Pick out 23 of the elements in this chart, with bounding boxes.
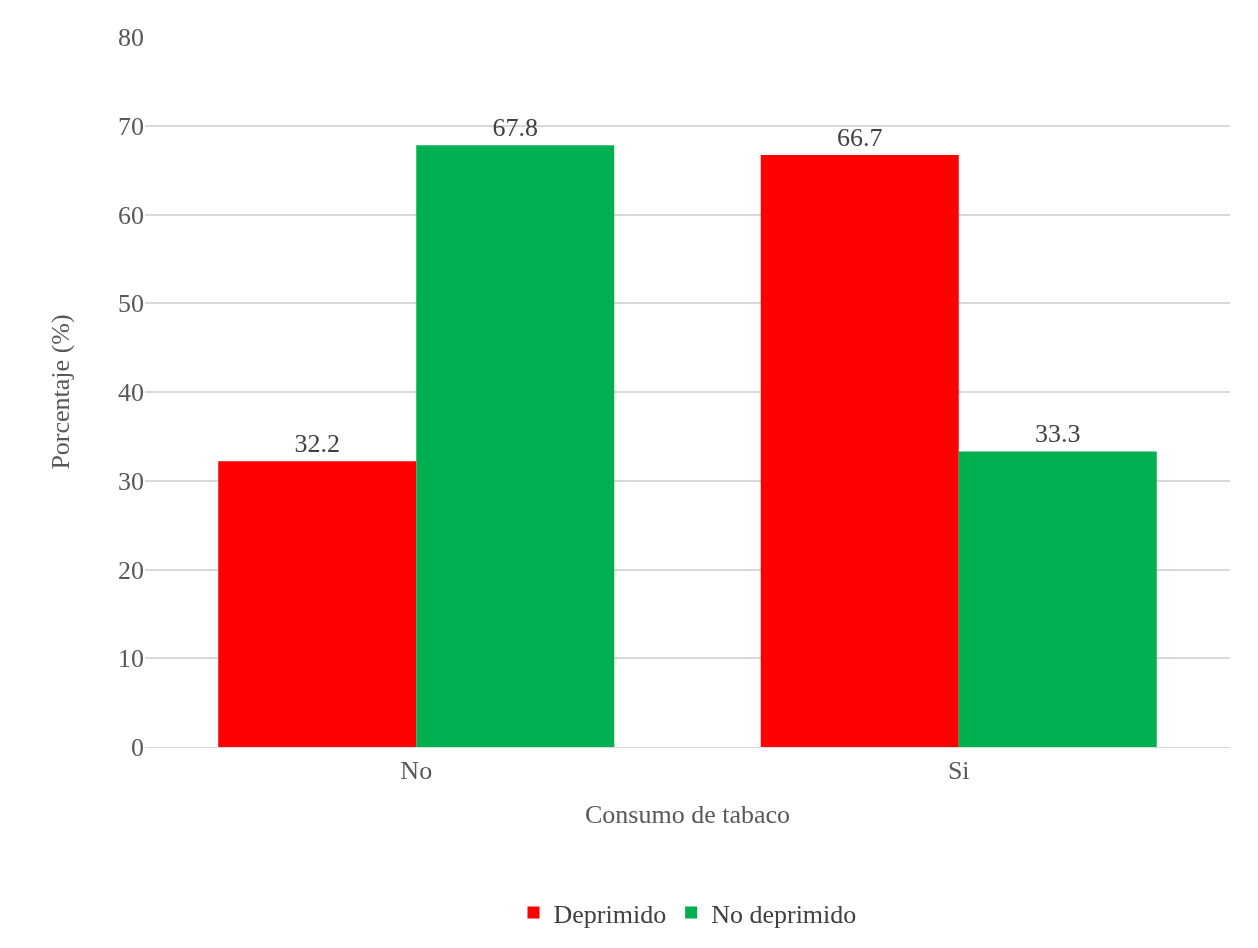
legend-label: No deprimido (711, 899, 857, 929)
data-label: 66.7 (836, 123, 883, 153)
legend-label: Deprimido (553, 899, 667, 929)
y-tick-label: 30 (118, 466, 144, 496)
bar (760, 155, 959, 747)
bar (958, 451, 1157, 747)
data-label: 67.8 (492, 113, 539, 143)
y-tick-label: 0 (131, 733, 144, 763)
bar (218, 461, 417, 747)
x-tick-label: No (400, 756, 433, 786)
y-tick-label: 70 (118, 111, 144, 141)
y-tick-label: 10 (118, 644, 144, 674)
data-label: 32.2 (294, 429, 340, 459)
y-tick-label: 80 (118, 23, 144, 53)
x-tick-label: Si (947, 756, 970, 786)
x-axis-title: Consumo de tabaco (584, 799, 791, 829)
y-tick-label: 50 (118, 289, 144, 319)
y-tick-label: 20 (118, 555, 144, 585)
y-axis-title: Porcentaje (%) (46, 314, 76, 470)
y-tick-label: 40 (118, 378, 144, 408)
y-tick-label: 60 (118, 200, 144, 230)
bar (416, 145, 615, 747)
data-label: 33.3 (1035, 419, 1081, 449)
